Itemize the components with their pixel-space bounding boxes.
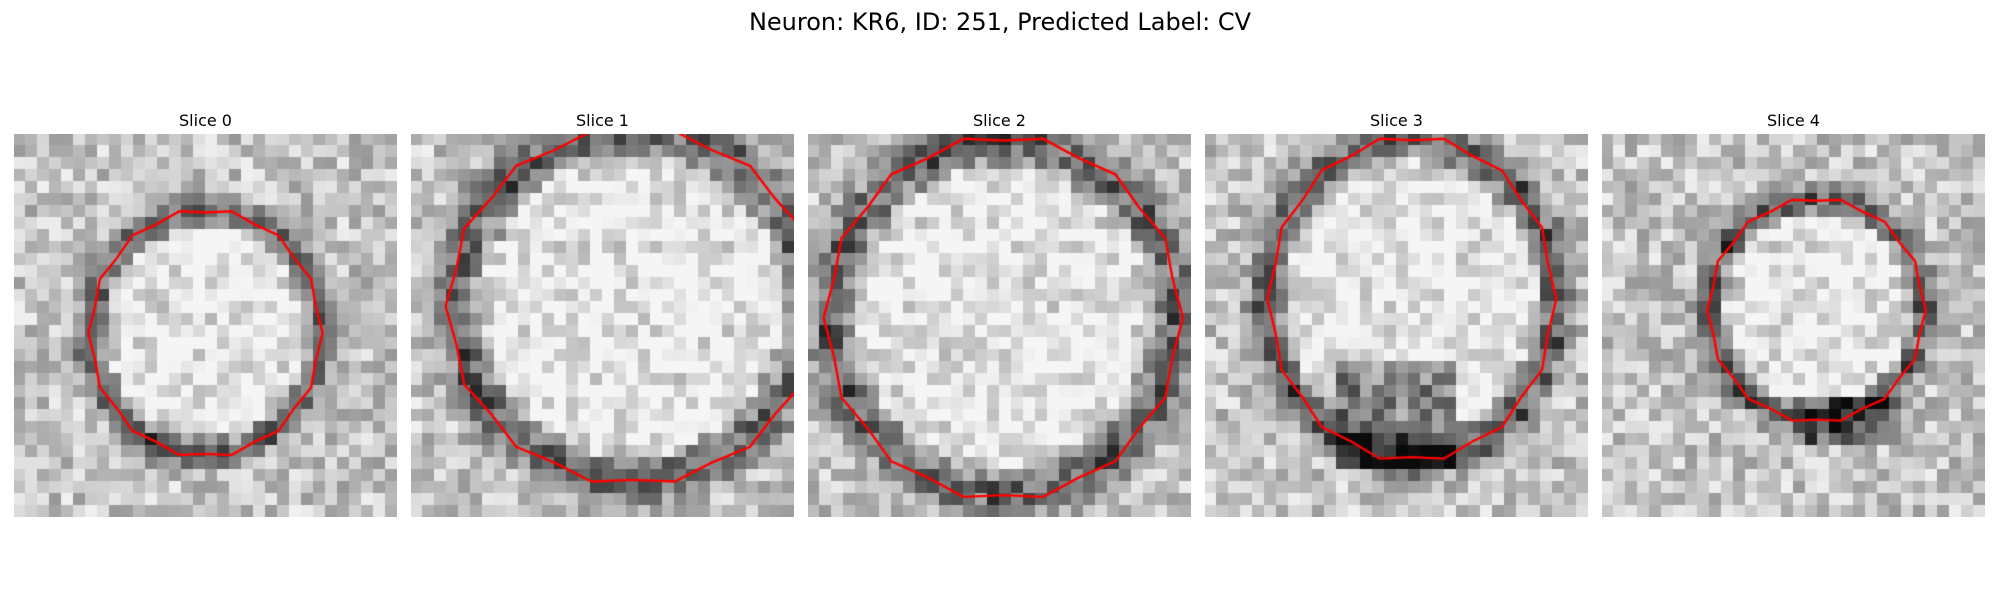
- grayscale-slice-image: [1602, 134, 1985, 517]
- grayscale-slice-image: [411, 134, 794, 517]
- slice-title: Slice 4: [1767, 111, 1820, 130]
- grayscale-slice-image: [14, 134, 397, 517]
- slice-panel-1: Slice 1: [411, 108, 794, 517]
- slice-title: Slice 0: [179, 111, 232, 130]
- figure-title: Neuron: KR6, ID: 251, Predicted Label: C…: [748, 8, 1252, 36]
- slice-panel-4: Slice 4: [1602, 108, 1985, 517]
- slice-panel-3: Slice 3: [1205, 108, 1588, 517]
- slice-panel-0: Slice 0: [14, 108, 397, 517]
- grayscale-slice-image: [1205, 134, 1588, 517]
- slice-title: Slice 3: [1370, 111, 1423, 130]
- grayscale-slice-image: [808, 134, 1191, 517]
- slice-title: Slice 2: [973, 111, 1026, 130]
- slice-title: Slice 1: [576, 111, 629, 130]
- slice-panel-2: Slice 2: [808, 108, 1191, 517]
